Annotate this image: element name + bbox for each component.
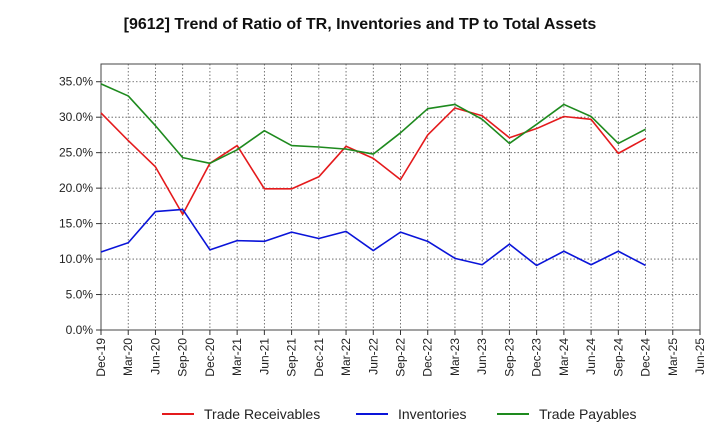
y-tick-label: 0.0% [66,323,94,337]
grid-lines [101,64,700,330]
y-axis-ticks: 0.0% 5.0% 10.0% 15.0% 20.0% 25.0% 30.0% 35.0% [59,75,101,337]
x-tick-label: Mar-21 [230,338,244,376]
x-tick-label: Mar-25 [666,338,680,376]
x-tick-label: Mar-23 [448,338,462,376]
x-tick-label: Jun-24 [584,338,598,375]
y-tick-label: 35.0% [59,75,93,89]
x-tick-label: Dec-23 [530,338,544,377]
x-tick-label: Sep-23 [502,338,516,377]
x-tick-label: Sep-21 [285,338,299,377]
x-tick-label: Sep-20 [176,338,190,377]
legend: Trade Receivables Inventories Trade Payabl… [162,406,637,422]
y-tick-label: 20.0% [59,181,93,195]
x-tick-label: Jun-25 [693,338,707,375]
legend-label: Trade Payables [539,406,637,422]
x-tick-label: Dec-20 [203,338,217,377]
series-lines [100,83,646,267]
series-line-trade-payables [100,83,646,165]
y-tick-label: 10.0% [59,252,93,266]
x-tick-label: Jun-23 [475,338,489,375]
x-tick-label: Dec-21 [312,338,326,377]
y-tick-label: 5.0% [66,288,94,302]
y-tick-label: 30.0% [59,110,93,124]
legend-label: Trade Receivables [204,406,320,422]
x-tick-label: Sep-22 [394,338,408,377]
x-tick-label: Dec-22 [421,338,435,377]
y-tick-label: 15.0% [59,217,93,231]
chart-title: [9612] Trend of Ratio of TR, Inventories… [123,16,597,33]
x-tick-label: Mar-22 [339,338,353,376]
x-tick-label: Dec-24 [639,338,653,377]
series-line-trade-receivables [100,107,646,216]
x-tick-label: Jun-21 [257,338,271,375]
series-line-inventories [100,208,646,267]
legend-label: Inventories [398,406,466,422]
x-tick-label: Jun-22 [366,338,380,375]
x-tick-label: Sep-24 [611,338,625,377]
x-tick-label: Dec-19 [94,338,108,377]
x-tick-label: Mar-24 [557,338,571,376]
x-tick-label: Mar-20 [121,338,135,376]
x-axis-ticks: Dec-19 Mar-20 Jun-20 Sep-20 Dec-20 Mar-21 Jun-… [94,330,707,377]
y-tick-label: 25.0% [59,146,93,160]
x-tick-label: Jun-20 [148,338,162,375]
